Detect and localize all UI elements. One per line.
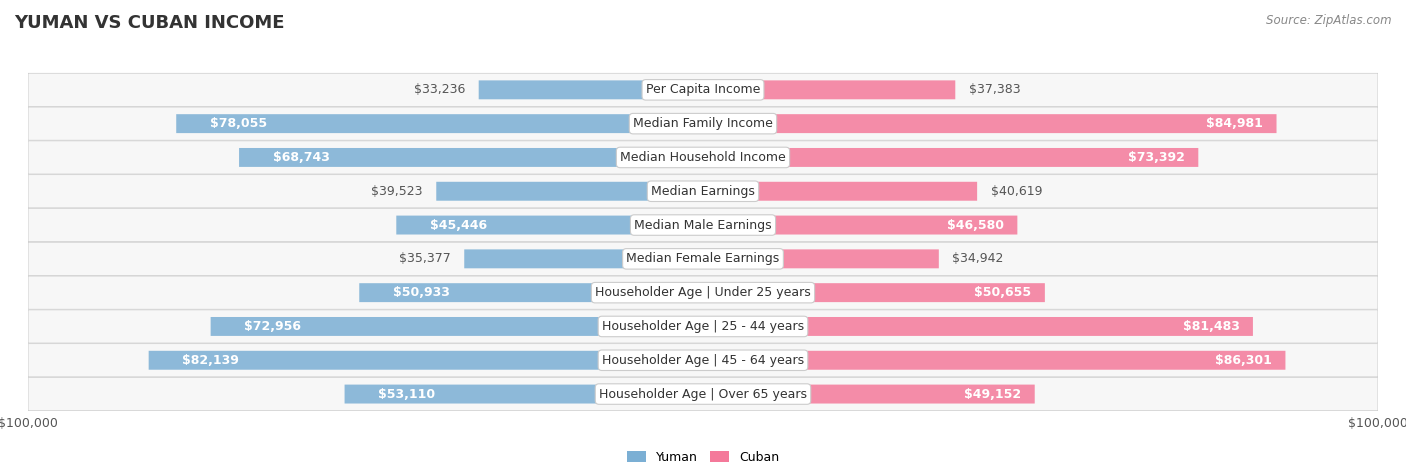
FancyBboxPatch shape bbox=[28, 310, 1378, 343]
FancyBboxPatch shape bbox=[211, 317, 703, 336]
FancyBboxPatch shape bbox=[464, 249, 703, 269]
Text: $78,055: $78,055 bbox=[209, 117, 267, 130]
Text: $50,933: $50,933 bbox=[394, 286, 450, 299]
FancyBboxPatch shape bbox=[239, 148, 703, 167]
Text: YUMAN VS CUBAN INCOME: YUMAN VS CUBAN INCOME bbox=[14, 14, 284, 32]
FancyBboxPatch shape bbox=[28, 141, 1378, 174]
FancyBboxPatch shape bbox=[176, 114, 703, 133]
FancyBboxPatch shape bbox=[703, 148, 1198, 167]
Text: Householder Age | 25 - 44 years: Householder Age | 25 - 44 years bbox=[602, 320, 804, 333]
Text: Per Capita Income: Per Capita Income bbox=[645, 83, 761, 96]
Text: Householder Age | Under 25 years: Householder Age | Under 25 years bbox=[595, 286, 811, 299]
FancyBboxPatch shape bbox=[703, 351, 1285, 370]
FancyBboxPatch shape bbox=[28, 276, 1378, 309]
Text: $49,152: $49,152 bbox=[965, 388, 1021, 401]
Text: $46,580: $46,580 bbox=[946, 219, 1004, 232]
Text: $72,956: $72,956 bbox=[245, 320, 301, 333]
FancyBboxPatch shape bbox=[28, 107, 1378, 140]
Text: $73,392: $73,392 bbox=[1128, 151, 1185, 164]
Text: $82,139: $82,139 bbox=[183, 354, 239, 367]
FancyBboxPatch shape bbox=[28, 73, 1378, 106]
Text: $45,446: $45,446 bbox=[430, 219, 486, 232]
Text: $33,236: $33,236 bbox=[413, 83, 465, 96]
FancyBboxPatch shape bbox=[703, 385, 1035, 403]
FancyBboxPatch shape bbox=[28, 344, 1378, 377]
FancyBboxPatch shape bbox=[703, 317, 1253, 336]
FancyBboxPatch shape bbox=[28, 175, 1378, 208]
FancyBboxPatch shape bbox=[396, 216, 703, 234]
FancyBboxPatch shape bbox=[703, 182, 977, 201]
Text: $40,619: $40,619 bbox=[991, 185, 1042, 198]
FancyBboxPatch shape bbox=[344, 385, 703, 403]
FancyBboxPatch shape bbox=[703, 216, 1018, 234]
Text: Householder Age | Over 65 years: Householder Age | Over 65 years bbox=[599, 388, 807, 401]
FancyBboxPatch shape bbox=[703, 80, 955, 99]
FancyBboxPatch shape bbox=[28, 242, 1378, 276]
FancyBboxPatch shape bbox=[436, 182, 703, 201]
FancyBboxPatch shape bbox=[703, 283, 1045, 302]
Text: Median Male Earnings: Median Male Earnings bbox=[634, 219, 772, 232]
FancyBboxPatch shape bbox=[703, 249, 939, 269]
Text: Median Female Earnings: Median Female Earnings bbox=[627, 252, 779, 265]
Legend: Yuman, Cuban: Yuman, Cuban bbox=[621, 446, 785, 467]
FancyBboxPatch shape bbox=[28, 208, 1378, 241]
FancyBboxPatch shape bbox=[28, 377, 1378, 410]
Text: $39,523: $39,523 bbox=[371, 185, 423, 198]
FancyBboxPatch shape bbox=[478, 80, 703, 99]
Text: Source: ZipAtlas.com: Source: ZipAtlas.com bbox=[1267, 14, 1392, 27]
Text: $35,377: $35,377 bbox=[399, 252, 451, 265]
Text: Householder Age | 45 - 64 years: Householder Age | 45 - 64 years bbox=[602, 354, 804, 367]
Text: $53,110: $53,110 bbox=[378, 388, 436, 401]
Text: $68,743: $68,743 bbox=[273, 151, 329, 164]
Text: $37,383: $37,383 bbox=[969, 83, 1021, 96]
Text: $50,655: $50,655 bbox=[974, 286, 1032, 299]
FancyBboxPatch shape bbox=[703, 114, 1277, 133]
FancyBboxPatch shape bbox=[149, 351, 703, 370]
Text: Median Family Income: Median Family Income bbox=[633, 117, 773, 130]
Text: $81,483: $81,483 bbox=[1182, 320, 1240, 333]
Text: $84,981: $84,981 bbox=[1206, 117, 1263, 130]
FancyBboxPatch shape bbox=[360, 283, 703, 302]
Text: $86,301: $86,301 bbox=[1215, 354, 1272, 367]
Text: Median Earnings: Median Earnings bbox=[651, 185, 755, 198]
Text: Median Household Income: Median Household Income bbox=[620, 151, 786, 164]
Text: $34,942: $34,942 bbox=[952, 252, 1004, 265]
